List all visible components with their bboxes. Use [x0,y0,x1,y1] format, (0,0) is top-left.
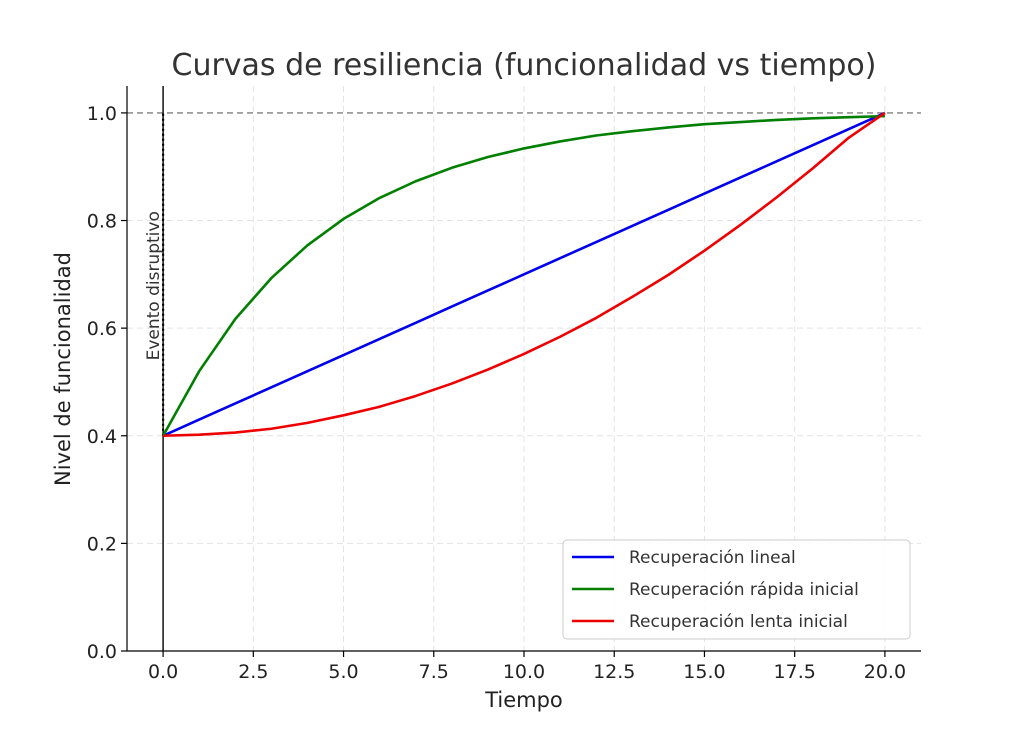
x-axis-label: Tiempo [484,688,563,712]
legend-box [562,539,911,640]
x-tick-label: 20.0 [864,661,906,683]
x-ticks: 0.0 2.5 5.0 7.5 10.0 12.5 15.0 17.5 20.0 [148,651,906,683]
legend-label-3: Recuperación lenta inicial [629,612,848,632]
series-line-1 [162,111,886,437]
y-tick-label: 0.4 [87,426,117,448]
y-tick-label: 0.8 [87,211,117,233]
series-line-2 [161,114,885,437]
chart-title: Curvas de resiliencia (funcionalidad vs … [172,48,877,83]
x-tick-label: 12.5 [593,661,635,683]
legend-label-2: Recuperación rápida inicial [629,580,859,600]
x-tick-label: 7.5 [419,661,449,683]
event-annotation: Evento disruptivo [144,211,164,360]
x-tick-label: 2.5 [238,661,268,683]
series-line-3 [163,111,886,438]
y-tick-label: 0.6 [87,318,117,340]
x-tick-label: 17.5 [774,661,816,683]
y-ticks: 0.0 0.2 0.4 0.6 0.8 1.0 [87,103,127,663]
legend: Recuperación lineal Recuperación rápida i… [562,539,911,640]
legend-label-1: Recuperación lineal [629,548,796,568]
x-tick-label: 10.0 [503,661,545,683]
x-tick-label: 0.0 [148,661,178,683]
y-tick-label: 0.0 [87,641,117,663]
y-tick-label: 1.0 [87,103,117,125]
series-lines [161,111,886,438]
y-axis-label: Nivel de funcionalidad [51,252,75,486]
y-tick-label: 0.2 [87,533,117,555]
reference-lines [127,86,921,651]
x-tick-label: 15.0 [683,661,725,683]
x-tick-label: 5.0 [328,661,358,683]
